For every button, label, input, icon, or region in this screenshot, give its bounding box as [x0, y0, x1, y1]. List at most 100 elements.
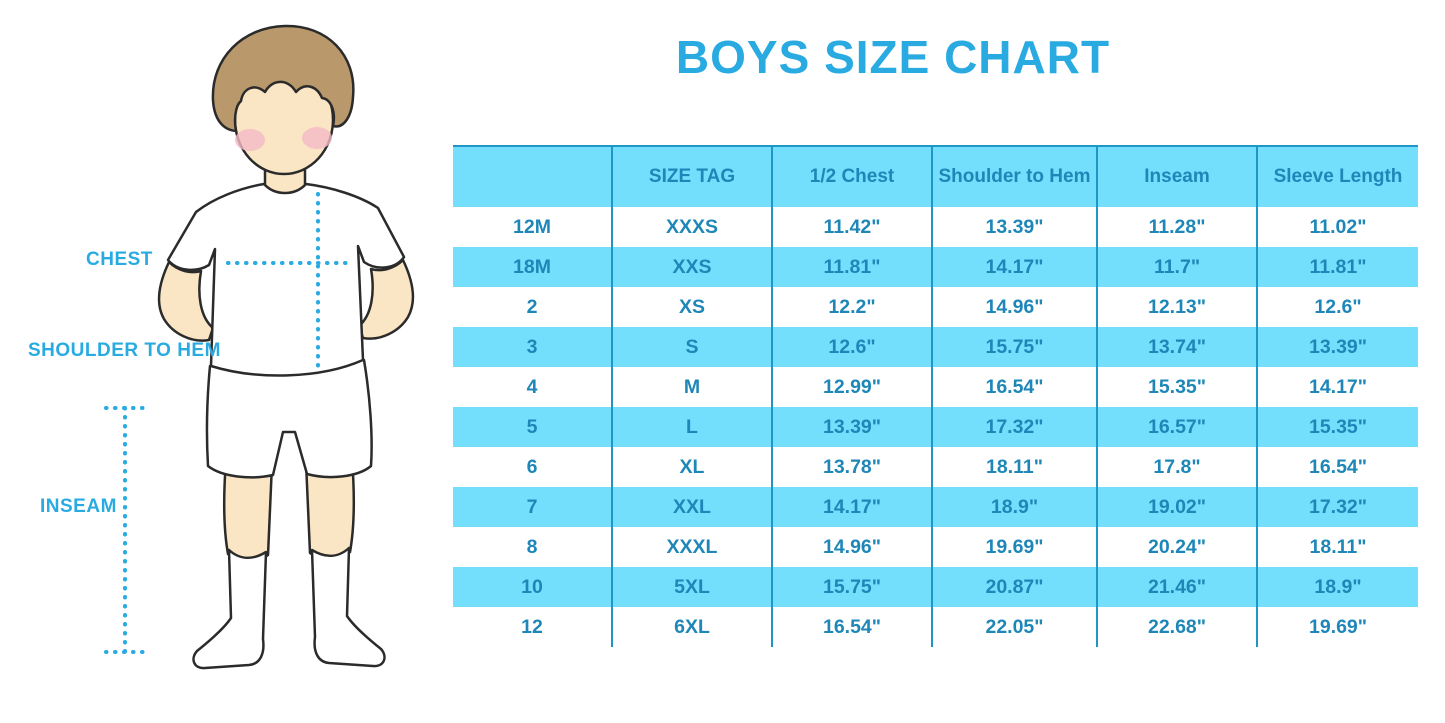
measurement-cell: 19.02" [1096, 487, 1257, 527]
boy-left-arm [157, 260, 215, 342]
table-row: 7 XXL 14.17" 18.9" 19.02" 17.32" [453, 487, 1418, 527]
measurement-cell: 17.32" [931, 407, 1097, 447]
boy-shorts [205, 358, 373, 479]
table-row: 4 M 12.99" 16.54" 15.35" 14.17" [453, 367, 1418, 407]
measurement-cell: 11.7" [1096, 247, 1257, 287]
table-row: 6 XL 13.78" 18.11" 17.8" 16.54" [453, 447, 1418, 487]
column-header: Sleeve Length [1256, 145, 1418, 207]
measurement-cell: 11.81" [771, 247, 932, 287]
boy-left-sock [192, 548, 268, 670]
measurement-cell: 18.11" [1256, 527, 1418, 567]
boy-illustration [104, 24, 415, 670]
size-tag-cell: XXXL [611, 527, 772, 567]
measurement-cell: 19.69" [931, 527, 1097, 567]
measurement-cell: 18.9" [931, 487, 1097, 527]
measurement-cell: 15.35" [1256, 407, 1418, 447]
measurement-cell: 14.17" [931, 247, 1097, 287]
measurement-cell: 15.75" [931, 327, 1097, 367]
table-row: 12 6XL 16.54" 22.05" 22.68" 19.69" [453, 607, 1418, 647]
size-tag-cell: XL [611, 447, 772, 487]
size-column-header [453, 145, 612, 207]
size-chart-table: SIZE TAG 1/2 Chest Shoulder to Hem Inseam Sl… [453, 145, 1418, 647]
size-cell: 5 [453, 407, 612, 447]
measurement-cell: 11.42" [771, 207, 932, 247]
inseam-label: INSEAM [40, 496, 117, 517]
size-chart-table-header: SIZE TAG 1/2 Chest Shoulder to Hem Inseam Sl… [453, 145, 1418, 207]
size-tag-cell: 5XL [611, 567, 772, 607]
measurement-cell: 19.69" [1256, 607, 1418, 647]
measurement-cell: 14.96" [931, 287, 1097, 327]
measurement-cell: 18.11" [931, 447, 1097, 487]
measurement-cell: 12.6" [1256, 287, 1418, 327]
size-cell: 7 [453, 487, 612, 527]
size-tag-cell: XXS [611, 247, 772, 287]
measurement-cell: 15.75" [771, 567, 932, 607]
boy-left-cheek [235, 129, 265, 151]
measurement-cell: 20.87" [931, 567, 1097, 607]
measurement-cell: 22.05" [931, 607, 1097, 647]
size-tag-cell: 6XL [611, 607, 772, 647]
measurement-cell: 13.74" [1096, 327, 1257, 367]
measurement-cell: 11.81" [1256, 247, 1418, 287]
size-cell: 8 [526, 535, 538, 558]
size-tag-cell: L [611, 407, 772, 447]
table-row: 12M XXXS 11.42" 13.39" 11.28" 11.02" [453, 207, 1418, 247]
measurement-cell: 13.78" [771, 447, 932, 487]
measurement-cell: 17.32" [1256, 487, 1418, 527]
size-cell: 12 [521, 615, 543, 638]
measurement-cell: 14.17" [1256, 367, 1418, 407]
measurement-cell: 21.46" [1096, 567, 1257, 607]
size-cell: 12M [513, 215, 551, 238]
chest-label: CHEST [86, 249, 153, 270]
table-row: 18M XXS 11.81" 14.17" 11.7" 11.81" [453, 247, 1418, 287]
table-row: 10 5XL 15.75" 20.87" 21.46" 18.9" [453, 567, 1418, 607]
measurement-cell: 13.39" [931, 207, 1097, 247]
size-cell: 10 [453, 567, 612, 607]
measurement-cell: 14.96" [771, 527, 932, 567]
measurement-figure: CHEST SHOULDER TO HEM INSEAM [0, 0, 460, 723]
measurement-cell: 12.99" [771, 367, 932, 407]
header-row: SIZE TAG 1/2 Chest Shoulder to Hem Inseam Sl… [453, 145, 1418, 207]
measurement-cell: 13.39" [1256, 327, 1418, 367]
size-tag-cell: XS [611, 287, 772, 327]
column-header: 1/2 Chest [771, 145, 932, 207]
boy-right-cheek [302, 127, 332, 149]
size-cell: 2 [526, 295, 538, 318]
measurement-cell: 17.8" [1096, 447, 1257, 487]
measurement-cell: 12.13" [1096, 287, 1257, 327]
measurement-cell: 22.68" [1096, 607, 1257, 647]
table-row: 5 L 13.39" 17.32" 16.57" 15.35" [453, 407, 1418, 447]
size-cell: 4 [526, 375, 538, 398]
measurement-cell: 16.57" [1096, 407, 1257, 447]
shoulder-to-hem-label: SHOULDER TO HEM [28, 340, 221, 361]
boy-hair [211, 24, 355, 133]
measurement-cell: 13.39" [771, 407, 932, 447]
measurement-cell: 12.2" [771, 287, 932, 327]
column-header: SIZE TAG [611, 145, 772, 207]
measurement-cell: 20.24" [1096, 527, 1257, 567]
measurement-cell: 12.6" [771, 327, 932, 367]
measurement-cell: 16.54" [771, 607, 932, 647]
size-cell: 3 [453, 327, 612, 367]
boy-tshirt [166, 182, 406, 377]
boy-right-sock [310, 546, 386, 668]
size-tag-cell: XXL [611, 487, 772, 527]
size-chart-table-body: 12M XXXS 11.42" 13.39" 11.28" 11.02" 18M XXS 11.… [453, 207, 1418, 647]
measurement-cell: 18.9" [1256, 567, 1418, 607]
measurement-cell: 16.54" [931, 367, 1097, 407]
measurement-cell: 11.28" [1096, 207, 1257, 247]
size-tag-cell: M [611, 367, 772, 407]
column-header: Shoulder to Hem [931, 145, 1097, 207]
size-tag-cell: S [611, 327, 772, 367]
boy-right-arm [357, 258, 415, 340]
measurement-cell: 11.02" [1256, 207, 1418, 247]
size-cell: 6 [526, 455, 538, 478]
table-row: 2 XS 12.2" 14.96" 12.13" 12.6" [453, 287, 1418, 327]
table-row: 8 XXXL 14.96" 19.69" 20.24" 18.11" [453, 527, 1418, 567]
size-cell: 18M [453, 247, 612, 287]
size-tag-cell: XXXS [611, 207, 772, 247]
measurement-cell: 15.35" [1096, 367, 1257, 407]
measurement-cell: 14.17" [771, 487, 932, 527]
column-header: Inseam [1096, 145, 1257, 207]
page-title: BOYS SIZE CHART [675, 31, 1111, 83]
